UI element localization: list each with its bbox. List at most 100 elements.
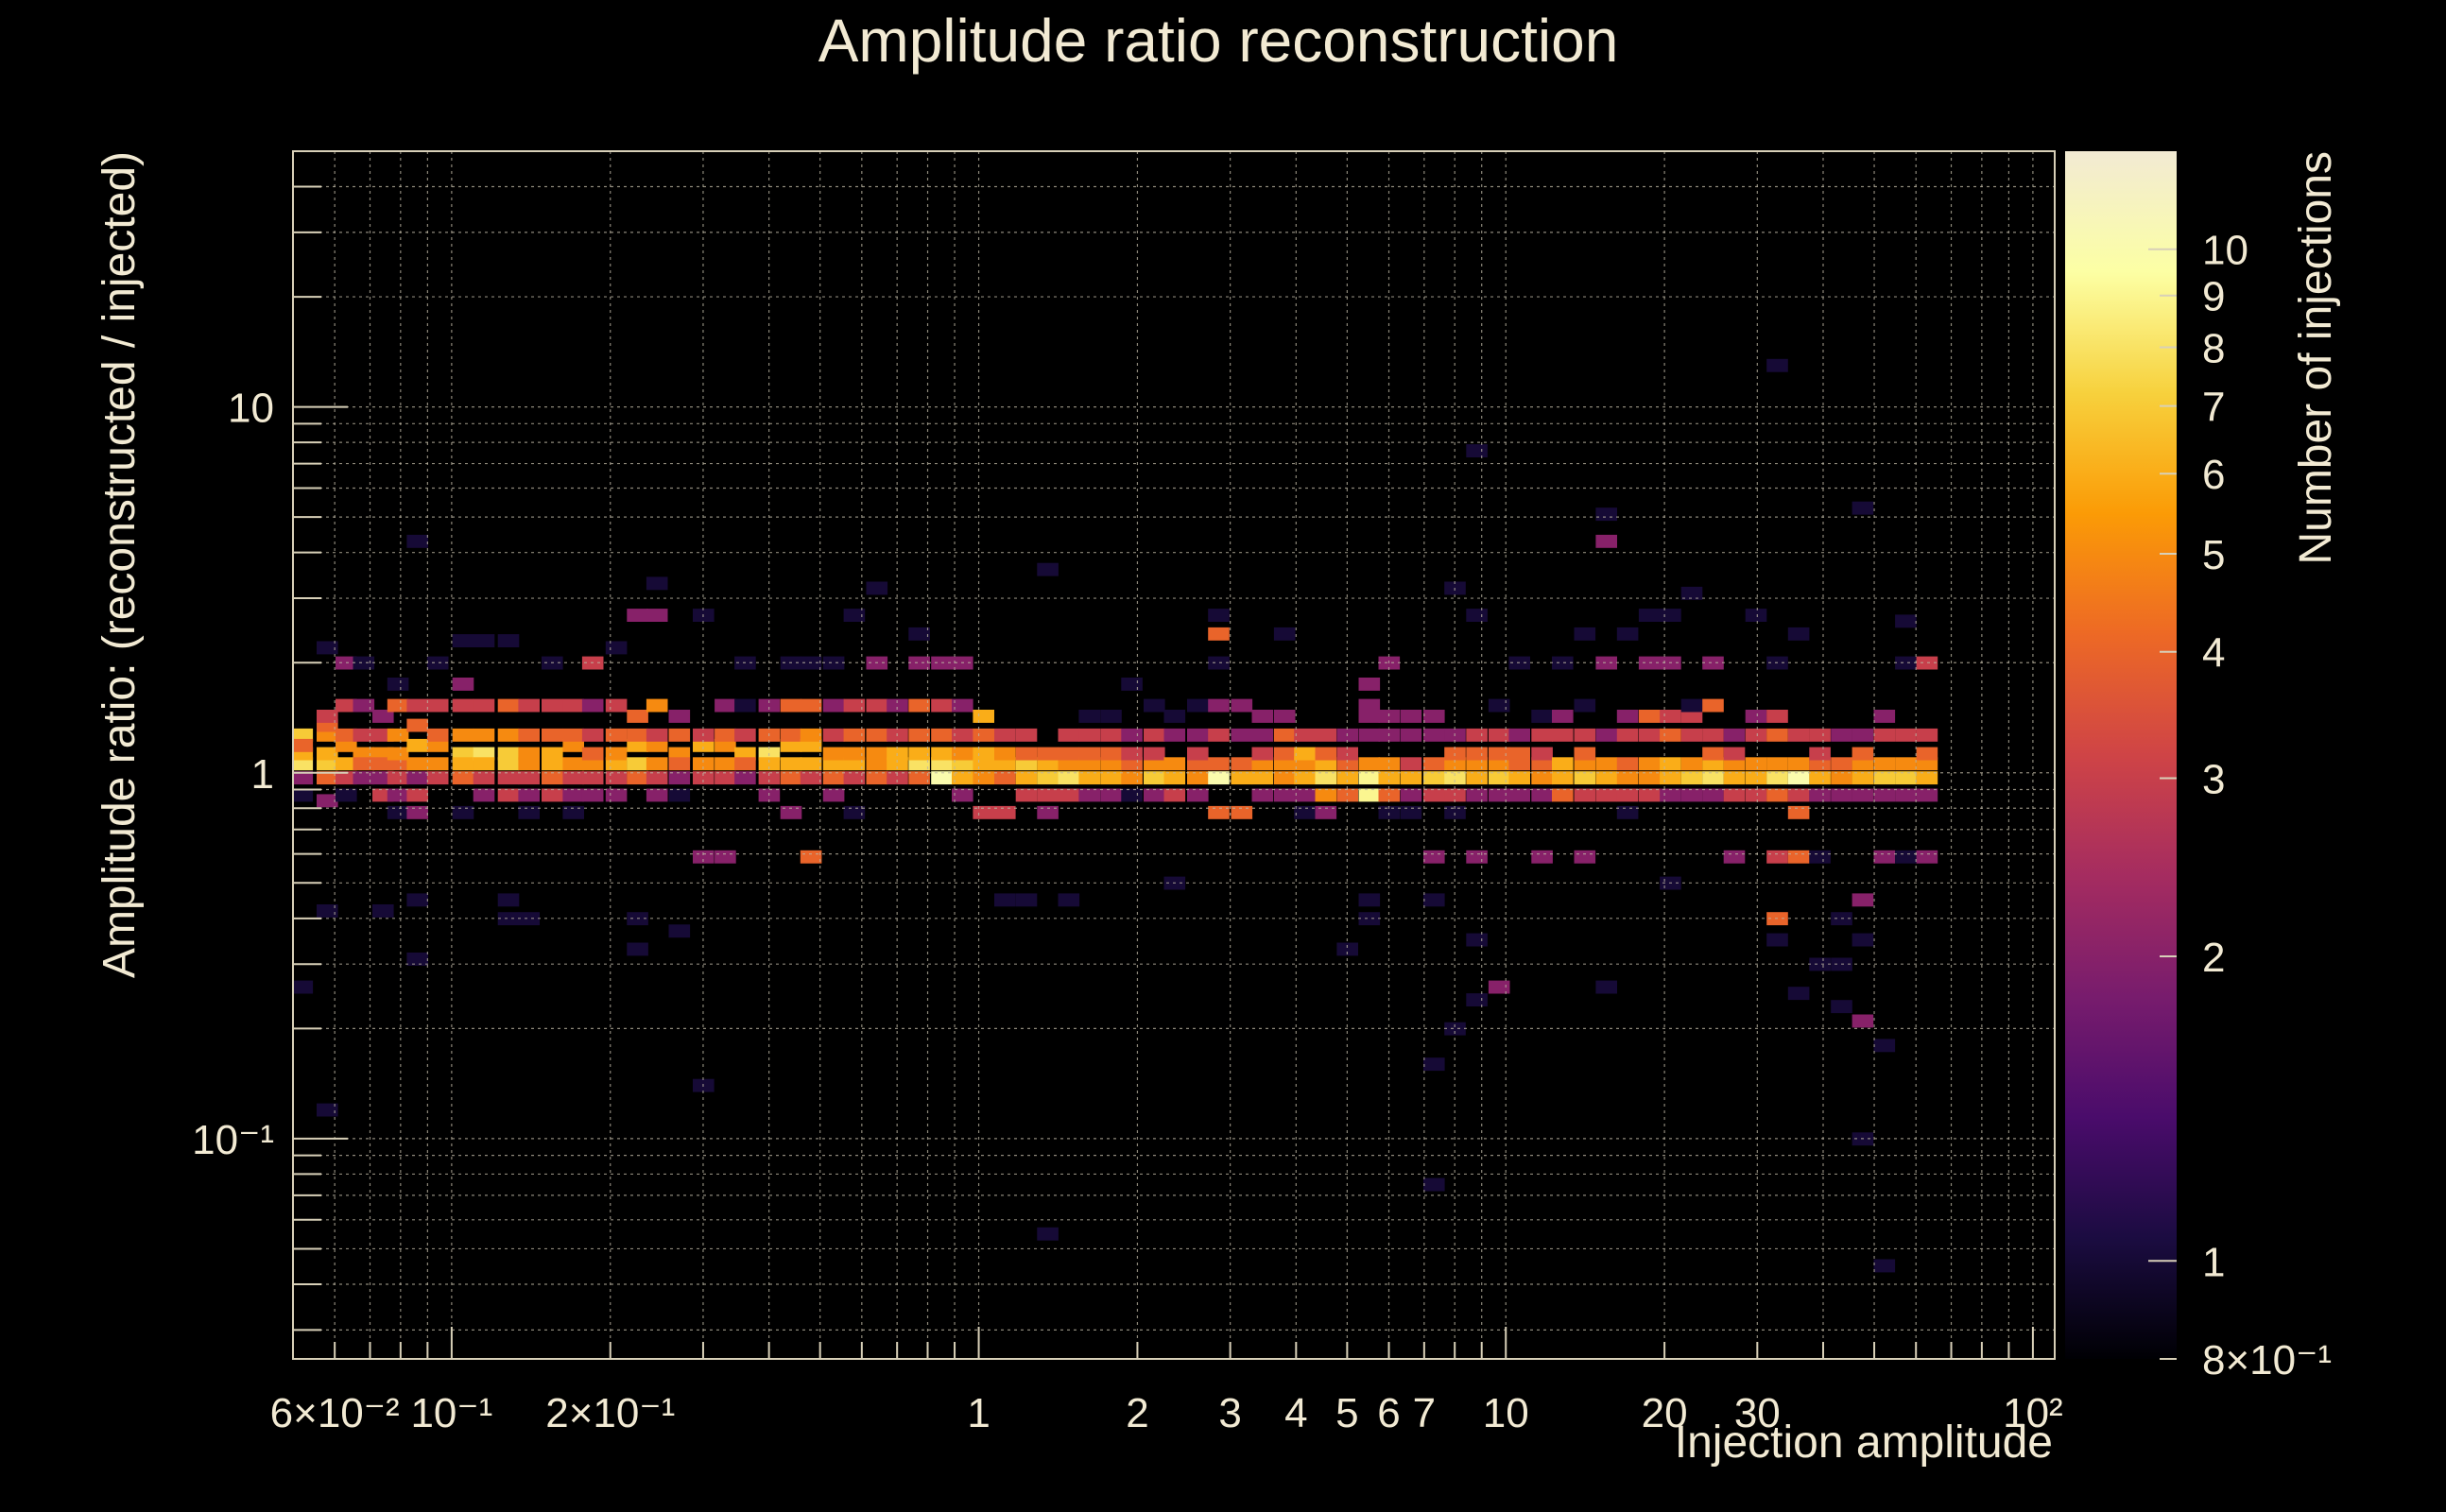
heatmap-cell xyxy=(1916,728,1938,742)
heatmap-cell xyxy=(973,747,994,761)
heatmap-cell xyxy=(822,728,845,742)
heatmap-cell xyxy=(387,678,409,691)
heatmap-cell xyxy=(387,747,409,761)
heatmap-cell xyxy=(1294,728,1316,742)
heatmap-cell xyxy=(800,728,822,742)
heatmap-cell xyxy=(1916,850,1938,864)
heatmap-cell xyxy=(1852,771,1874,785)
heatmap-cell xyxy=(452,771,474,785)
heatmap-cell xyxy=(1378,771,1401,785)
heatmap-cell xyxy=(908,728,930,742)
heatmap-cell xyxy=(1852,788,1874,802)
heatmap-cell xyxy=(406,757,428,771)
heatmap-cell xyxy=(1273,788,1296,802)
heatmap-cell xyxy=(1466,728,1488,742)
heatmap-cell xyxy=(866,698,888,713)
heatmap-cell xyxy=(1251,771,1274,785)
heatmap-cell xyxy=(581,747,604,761)
heatmap-cell xyxy=(317,904,338,918)
heatmap-cell xyxy=(1423,850,1445,864)
heatmap-cell xyxy=(1680,728,1703,742)
heatmap-cell xyxy=(1852,728,1874,742)
heatmap-cell xyxy=(646,757,668,771)
heatmap-cell xyxy=(994,728,1016,742)
heatmap-cell xyxy=(1163,771,1186,785)
heatmap-cell xyxy=(693,757,715,771)
heatmap-cell xyxy=(605,757,628,771)
heatmap-cell xyxy=(1037,757,1059,771)
heatmap-cell xyxy=(908,747,930,761)
heatmap-cell xyxy=(1895,850,1917,864)
x-axis-label: Injection amplitude xyxy=(1675,1418,2053,1468)
heatmap-cell xyxy=(1037,747,1059,761)
heatmap-cell xyxy=(822,788,845,802)
heatmap-cell xyxy=(1251,728,1274,742)
heatmap-cell xyxy=(1766,710,1788,723)
heatmap-cell xyxy=(1100,747,1122,761)
heatmap-cell xyxy=(1208,656,1230,670)
heatmap-cell xyxy=(1595,728,1617,742)
heatmap-cell xyxy=(1144,728,1165,742)
heatmap-cell xyxy=(1058,757,1080,771)
heatmap-cell xyxy=(353,728,375,742)
heatmap-cell xyxy=(1488,698,1510,713)
heatmap-cell xyxy=(1852,747,1874,761)
heatmap-cell xyxy=(1809,757,1831,771)
heatmap-cell xyxy=(1702,788,1724,802)
heatmap-cell xyxy=(1831,788,1852,802)
heatmap-cell xyxy=(994,805,1016,819)
colorbar-tick-label: 6 xyxy=(2202,452,2225,498)
heatmap-cell xyxy=(1574,850,1596,864)
heatmap-cell xyxy=(1336,771,1358,785)
heatmap-cell xyxy=(1574,728,1596,742)
heatmap-cell xyxy=(1163,710,1186,723)
heatmap-cell xyxy=(994,893,1016,907)
heatmap-cell xyxy=(715,738,736,752)
heatmap-cell xyxy=(866,757,888,771)
heatmap-cell xyxy=(1660,609,1681,622)
heatmap-cell xyxy=(1809,771,1831,785)
heatmap-cell xyxy=(1660,710,1681,723)
heatmap-cell xyxy=(1766,771,1788,785)
heatmap-cell xyxy=(1444,771,1466,785)
heatmap-cell xyxy=(1294,788,1316,802)
y-tick-label: 10⁻¹ xyxy=(192,1117,274,1163)
heatmap-cell xyxy=(693,771,715,785)
heatmap-cell xyxy=(293,757,314,771)
heatmap-cell xyxy=(452,698,474,713)
heatmap-cell xyxy=(1531,771,1553,785)
heatmap-cell xyxy=(1423,1177,1445,1192)
heatmap-cell xyxy=(715,771,736,785)
heatmap-cell xyxy=(562,728,584,742)
heatmap-cell xyxy=(1723,771,1746,785)
heatmap-cell xyxy=(627,738,648,752)
heatmap-cell xyxy=(952,771,973,785)
heatmap-cell xyxy=(1378,805,1401,819)
heatmap-cell xyxy=(715,728,736,742)
heatmap-cell xyxy=(1831,771,1852,785)
heatmap-cell xyxy=(758,757,781,771)
heatmap-cell xyxy=(952,728,973,742)
heatmap-cell xyxy=(1660,757,1681,771)
x-tick-label: 10 xyxy=(1483,1390,1529,1436)
heatmap-cell xyxy=(562,698,584,713)
heatmap-cell xyxy=(1187,771,1209,785)
heatmap-cell xyxy=(1723,757,1746,771)
heatmap-cell xyxy=(1423,788,1445,802)
heatmap-cell xyxy=(780,738,802,752)
heatmap-cell xyxy=(931,771,953,785)
heatmap-cell xyxy=(581,698,604,713)
heatmap-cell xyxy=(542,788,563,802)
heatmap-cell xyxy=(1766,933,1788,947)
heatmap-cell xyxy=(562,738,584,752)
heatmap-cell xyxy=(994,747,1016,761)
heatmap-cell xyxy=(1358,912,1381,926)
heatmap-cell xyxy=(1852,1014,1874,1028)
heatmap-cell xyxy=(1423,757,1445,771)
heatmap-cell xyxy=(452,757,474,771)
heatmap-cell xyxy=(627,771,648,785)
heatmap-cell xyxy=(1787,788,1810,802)
heatmap-cell xyxy=(887,698,908,713)
heatmap-cell xyxy=(1508,771,1530,785)
colorbar-tick-label: 7 xyxy=(2202,385,2225,431)
